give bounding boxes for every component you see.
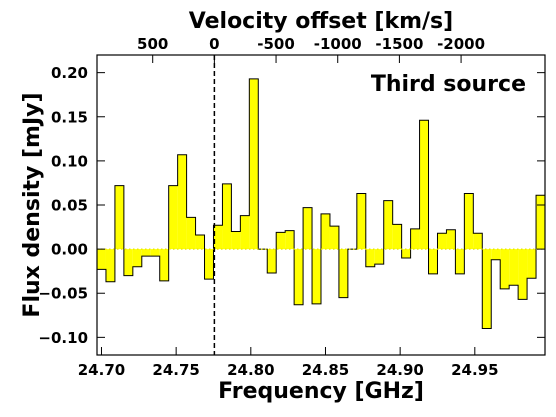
histogram-bar — [231, 231, 241, 250]
x-tick-label: 24.90 — [376, 361, 423, 379]
histogram-bar — [518, 249, 528, 300]
histogram-bar — [401, 249, 411, 258]
x-tick-label: 24.80 — [227, 361, 274, 379]
histogram-bar — [150, 249, 160, 257]
y-tick-label: 0.10 — [51, 152, 88, 170]
top-tick-label: -2000 — [437, 35, 485, 53]
histogram-bar — [186, 217, 196, 250]
histogram-bar — [159, 249, 169, 281]
histogram-bar — [285, 230, 295, 250]
flux-histogram — [97, 78, 545, 330]
histogram-bar — [204, 249, 214, 280]
histogram-bar — [321, 213, 330, 250]
histogram-bar — [437, 233, 447, 250]
histogram-bar — [410, 228, 420, 250]
tick-labels: 24.70 24.75 24.80 24.85 24.90 24.95 −0.10 −0.05… — [38, 35, 498, 379]
y-tick-label: −0.05 — [38, 285, 88, 303]
histogram-bar — [464, 193, 474, 250]
x-tick-label: 24.85 — [302, 361, 349, 379]
histogram-bar — [141, 249, 151, 257]
histogram-bar — [500, 249, 510, 289]
histogram-bar — [114, 185, 124, 250]
histogram-bar — [329, 226, 339, 250]
histogram-bar — [312, 249, 321, 304]
histogram-bar — [195, 235, 205, 250]
histogram-bar — [509, 249, 519, 286]
top-tick-label: -1500 — [375, 35, 423, 53]
histogram-bar — [455, 249, 465, 274]
top-tick-label: 500 — [137, 35, 168, 53]
axis-ticks — [97, 55, 545, 355]
histogram-bar — [276, 232, 286, 250]
histogram-bar — [213, 225, 223, 250]
histogram-bar — [446, 229, 456, 250]
y-tick-label: 0.15 — [51, 108, 88, 126]
histogram-bar — [168, 185, 178, 250]
top-tick-label: -1000 — [314, 35, 362, 53]
histogram-bar — [123, 249, 133, 276]
x-tick-label: 24.75 — [152, 361, 199, 379]
source-annotation: Third source — [371, 72, 526, 97]
histogram-bar — [383, 200, 393, 250]
plot-frame — [96, 54, 546, 356]
top-tick-label: -500 — [257, 35, 295, 53]
x-tick-label: 24.95 — [451, 361, 498, 379]
histogram-bar — [365, 249, 375, 267]
histogram-bar — [536, 195, 545, 250]
histogram-bar — [267, 249, 277, 273]
histogram-bar — [491, 249, 501, 260]
histogram-bar — [428, 249, 438, 274]
histogram-bar — [240, 215, 250, 250]
histogram-bar — [392, 224, 402, 250]
histogram-bar — [338, 249, 348, 298]
histogram-bar — [177, 154, 187, 250]
histogram-bar — [303, 207, 313, 250]
x-tick-label: 24.70 — [78, 361, 125, 379]
histogram-bar — [419, 120, 429, 250]
histogram-bar — [527, 249, 537, 279]
histogram-bar — [97, 249, 106, 270]
y-tick-label: 0.05 — [51, 197, 88, 215]
histogram-bar — [249, 78, 259, 250]
histogram-bar — [105, 249, 115, 282]
histogram-bar — [222, 183, 232, 250]
y-tick-label: 0.20 — [51, 64, 88, 82]
y-tick-label: 0.00 — [51, 241, 88, 259]
histogram-bar — [473, 233, 483, 250]
x-axis-title: Frequency [GHz] — [218, 379, 424, 404]
histogram-bar — [294, 249, 304, 305]
histogram-bar — [482, 249, 492, 329]
y-tick-label: −0.10 — [38, 329, 88, 347]
y-axis-title: Flux density [mJy] — [20, 92, 45, 317]
histogram-bar — [374, 249, 384, 265]
top-tick-label: 0 — [209, 35, 219, 53]
histogram-outline — [97, 78, 545, 330]
reference-lines — [97, 55, 545, 355]
histogram-bar — [356, 193, 366, 250]
histogram-bar — [132, 249, 142, 267]
top-axis-title: Velocity offset [km/s] — [189, 9, 453, 34]
